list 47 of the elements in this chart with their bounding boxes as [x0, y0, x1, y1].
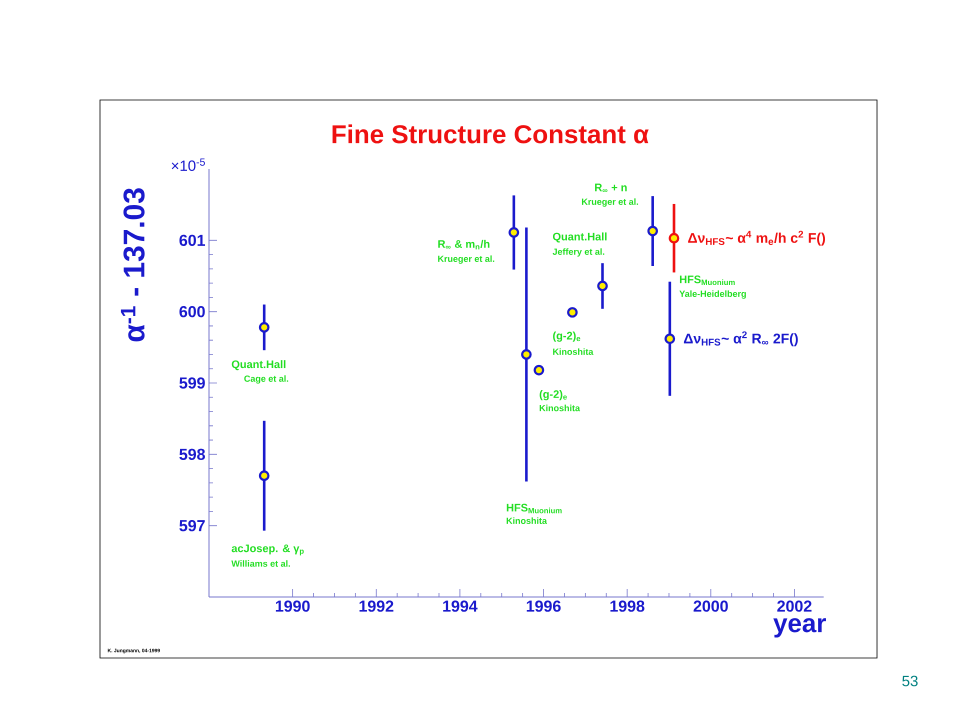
point — [258, 322, 270, 333]
annotation: Quant.Hall — [552, 232, 607, 243]
y-tick-label: 598 — [179, 448, 205, 460]
annotation: Krueger et al. — [438, 255, 494, 264]
x-tick-label: 1992 — [360, 600, 394, 612]
x-tick-label: 1994 — [443, 600, 478, 612]
y-tick-label: 601 — [179, 234, 206, 246]
annotation: Kinoshita — [506, 517, 548, 524]
point — [508, 227, 520, 238]
point — [668, 232, 680, 244]
y-tick-label: 599 — [179, 377, 205, 389]
point — [597, 280, 608, 292]
series-label: Δν$_{HFS}$~ α$^{2}$ R$_{∞}$ 2F() — [684, 331, 798, 346]
point — [664, 333, 676, 344]
point — [567, 307, 578, 318]
point — [258, 470, 270, 482]
point — [534, 364, 544, 376]
x-tick-label: 2000 — [694, 600, 728, 612]
point — [521, 349, 532, 360]
annotation: Williams et al. — [231, 560, 290, 567]
text: Δν$_{HFS}$~ α$^{4}$ m$_{e}$/h c$^{2}$ F() — [688, 230, 826, 246]
x-tick-label: 1996 — [526, 600, 561, 612]
x-axis-title: year — [773, 618, 826, 638]
annotation: (g-2)$_{e}$ — [553, 332, 580, 342]
annotation: (g-2)$_{e}$ — [540, 390, 567, 400]
text: 53 — [902, 676, 918, 686]
x-tick-label: 1998 — [610, 600, 644, 612]
annotation: acJosep. & γ$_{p}$ — [232, 544, 304, 556]
chart-title: Fine Structure Constant α — [332, 124, 649, 144]
annotation: Kinoshita — [540, 404, 580, 412]
annotation: Quant.Hall — [232, 360, 286, 370]
annotation: Jeffery et al. — [552, 248, 604, 257]
text: ×10$^{-5}$ — [172, 158, 205, 171]
point — [647, 226, 658, 236]
annotation: R$_{∞}$ + n — [595, 184, 627, 192]
annotation: Yale-Heidelberg — [679, 290, 746, 299]
x-tick-label: 1990 — [276, 600, 310, 612]
annotation: HFS$_{Muonium}$ — [680, 276, 735, 286]
y-axis-title: α$^{-1}$ - 137.03 — [120, 188, 145, 342]
y-tick-label: 597 — [179, 520, 205, 532]
annotation: R$_{∞}$ & m$_{n}$/h — [438, 240, 490, 250]
y-tick-label: 600 — [179, 306, 205, 318]
annotation: Krueger et al. — [582, 198, 638, 207]
annotation: Kinoshita — [553, 348, 594, 355]
annotation: Cage et al. — [244, 375, 288, 384]
x-tick-label: 2002 — [777, 600, 812, 612]
annotation: HFS$_{Muonium}$ — [506, 504, 562, 514]
